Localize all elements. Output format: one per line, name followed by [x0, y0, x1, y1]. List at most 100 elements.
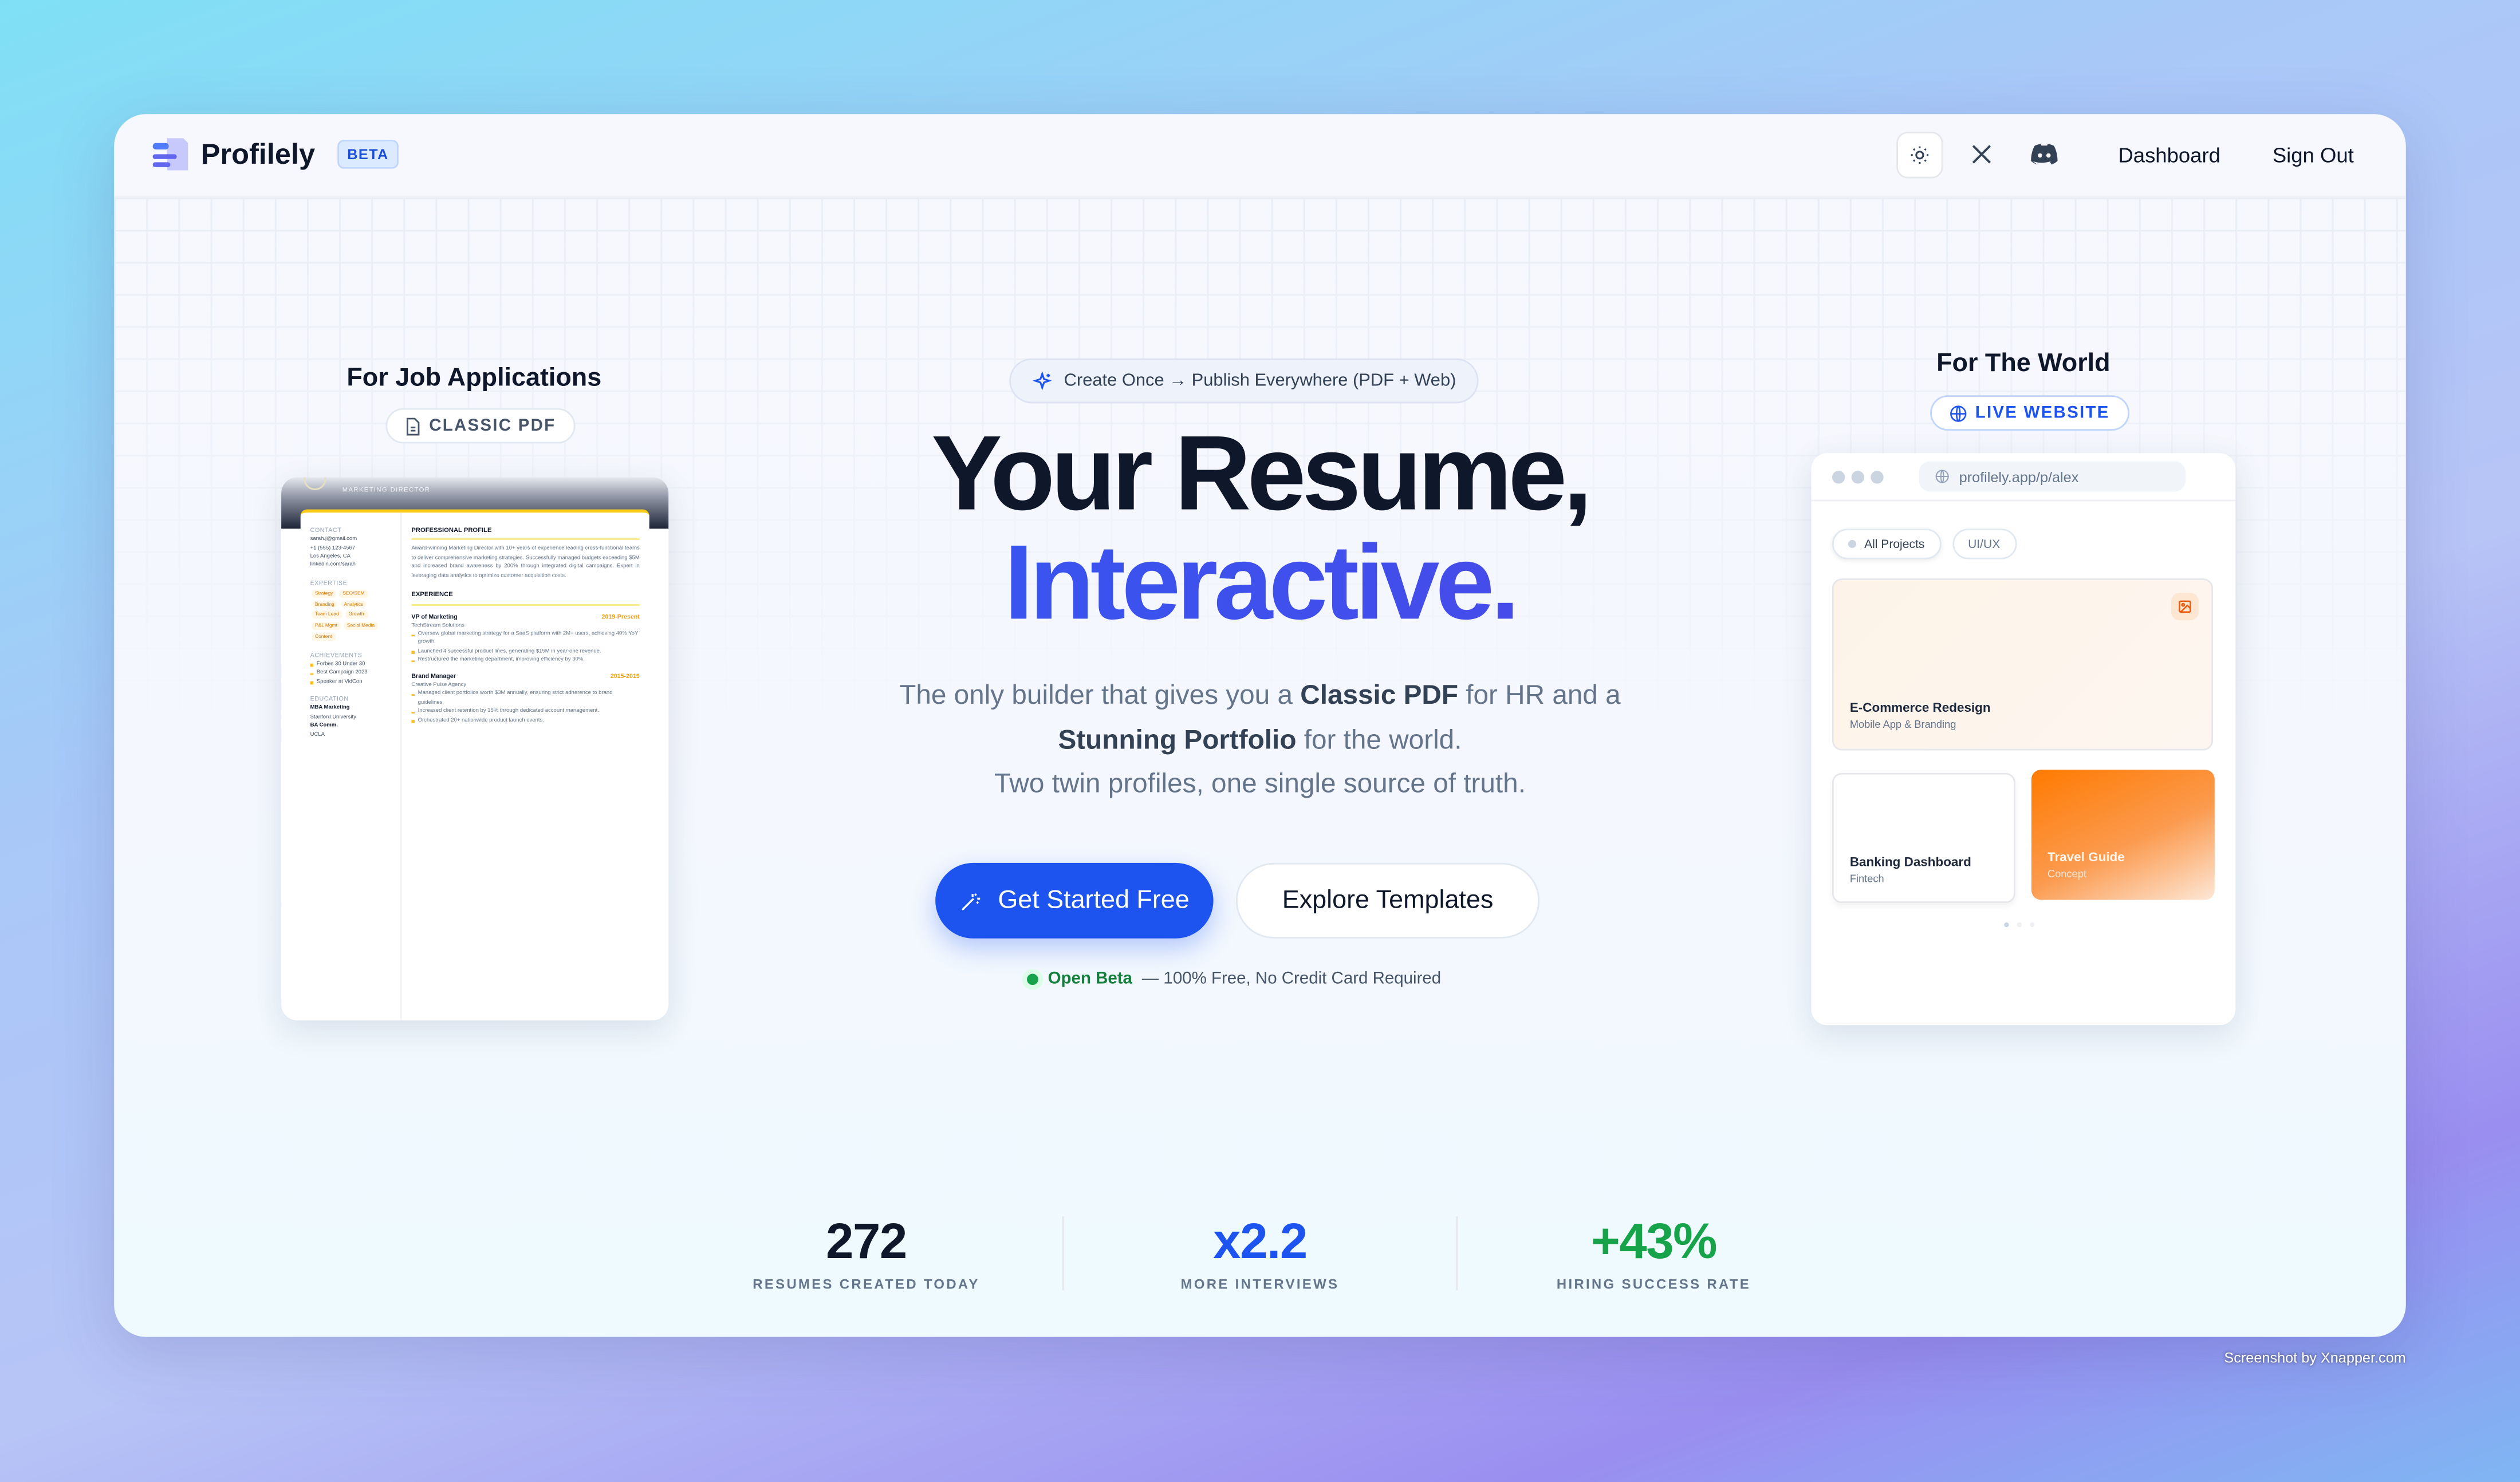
tagline-pill: Create Once → Publish Everywhere (PDF + …: [1009, 358, 1479, 404]
magic-wand-icon: [961, 892, 980, 910]
job-dates: 2019-Present: [601, 612, 639, 621]
experience-heading: EXPERIENCE: [411, 590, 640, 605]
for-the-world-title: For The World: [1936, 350, 2110, 378]
stat-value: x2.2: [1213, 1213, 1308, 1270]
contact-location: Los Angeles, CA: [310, 553, 351, 559]
skill-tag: Growth: [345, 611, 368, 620]
classic-pdf-label: CLASSIC PDF: [429, 416, 556, 436]
hero-title-line1: Your Resume,: [931, 413, 1592, 532]
window-dot: [1851, 470, 1865, 483]
sun-icon: [1911, 146, 1929, 164]
discord-link[interactable]: [2030, 143, 2059, 174]
project-title: Banking Dashboard: [1849, 854, 1971, 870]
classic-pdf-chip: CLASSIC PDF: [385, 408, 576, 444]
get-started-label: Get Started Free: [998, 886, 1190, 914]
subtitle-emphasis: Classic PDF: [1300, 679, 1459, 711]
stat-resumes: 272 RESUMES CREATED TODAY: [706, 1213, 1027, 1292]
achievements-heading: ACHIEVEMENTS: [310, 652, 363, 659]
project-card-banking[interactable]: Banking Dashboard Fintech: [1832, 772, 2015, 904]
explore-templates-button[interactable]: Explore Templates: [1235, 862, 1540, 939]
hero-subtitle: The only builder that gives you a Classi…: [617, 673, 1903, 806]
image-icon: [2171, 593, 2199, 621]
job-header: Brand Manager 2015-2019: [411, 671, 639, 681]
education-heading: EDUCATION: [310, 696, 349, 703]
beta-badge: BETA: [337, 140, 399, 169]
status-dot-icon: [1027, 973, 1038, 984]
education-school: UCLA: [310, 730, 325, 737]
window-dot: [1871, 470, 1884, 483]
brand-name: Profilely: [200, 137, 316, 170]
live-website-label: LIVE WEBSITE: [1975, 403, 2110, 423]
filter-ui-ux[interactable]: UI/UX: [1952, 529, 2017, 559]
url-bar: profilely.app/p/alex: [1919, 461, 2186, 492]
resume-avatar: [304, 477, 326, 490]
job-company: TechStream Solutions: [411, 621, 464, 628]
tagline-text: Create Once → Publish Everywhere (PDF + …: [1064, 371, 1456, 391]
subtitle-emphasis: Stunning Portfolio: [1058, 724, 1297, 755]
project-title: E-Commerce Redesign: [1849, 700, 1991, 715]
window-dot: [1832, 470, 1845, 483]
resume-main: PROFESSIONAL PROFILE Award-winning Marke…: [402, 513, 649, 1020]
subtitle-text: Two twin profiles, one single source of …: [994, 768, 1526, 799]
skill-tag: Content: [312, 633, 336, 641]
stat-label: HIRING SUCCESS RATE: [1556, 1276, 1751, 1292]
job-company: Creative Pulse Agency: [411, 681, 467, 688]
job-bullet: Orchestrated 20+ nationwide product laun…: [411, 716, 639, 724]
top-nav: Profilely BETA Dashboard Sign Out: [114, 114, 2406, 198]
job-bullet: Oversaw global marketing strategy for a …: [411, 630, 639, 648]
achievement-item: Speaker at VidCon: [310, 678, 391, 687]
contact-email: sarah.j@gmail.com: [310, 535, 357, 542]
sparkles-icon: [1032, 370, 1052, 390]
skill-tag: Social Media: [344, 622, 378, 630]
get-started-button[interactable]: Get Started Free: [935, 862, 1214, 939]
url-text: profilely.app/p/alex: [1959, 468, 2079, 485]
achievement-item: Forbes 30 Under 30: [310, 660, 391, 669]
carousel-dots[interactable]: [2004, 922, 2035, 928]
project-card-travel[interactable]: Travel Guide Concept: [2031, 770, 2215, 900]
job-bullet: Increased client retention by 15% throug…: [411, 707, 639, 716]
brand-logo[interactable]: Profilely BETA: [152, 137, 399, 172]
filter-label: All Projects: [1864, 537, 1925, 551]
stat-divider: [1062, 1216, 1064, 1291]
skill-tag: Strategy: [312, 589, 337, 597]
filter-all-projects[interactable]: All Projects: [1832, 529, 1941, 559]
globe-icon: [1950, 405, 1967, 421]
project-info: Banking Dashboard Fintech: [1850, 855, 1971, 885]
stat-success: +43% HIRING SUCCESS RATE: [1493, 1213, 1814, 1292]
education-degree: MBA Marketing: [310, 704, 350, 711]
skill-tag: P&L Mgmt: [312, 622, 341, 630]
beta-status: Open Beta: [1048, 969, 1132, 988]
project-card-ecommerce[interactable]: E-Commerce Redesign Mobile App & Branding: [1832, 578, 2213, 751]
theme-toggle-button[interactable]: [1896, 132, 1943, 179]
project-info: Travel Guide Concept: [2048, 850, 2125, 880]
stat-label: RESUMES CREATED TODAY: [753, 1276, 980, 1292]
skill-tag: Team Lead: [312, 611, 342, 620]
contact-phone: +1 (555) 123-4567: [310, 543, 356, 551]
file-icon: [406, 417, 420, 435]
filter-dot-icon: [1848, 539, 1857, 548]
skill-tag: Branding: [312, 600, 338, 609]
subtitle-text: for HR and a: [1458, 679, 1621, 711]
globe-icon: [1935, 470, 1949, 483]
portfolio-preview[interactable]: profilely.app/p/alex All Projects UI/UX …: [1811, 453, 2236, 1026]
stat-interviews: x2.2 MORE INTERVIEWS: [1099, 1213, 1420, 1292]
document-logo-icon: [152, 138, 188, 171]
project-info: E-Commerce Redesign Mobile App & Branding: [1850, 700, 1991, 731]
contact-heading: CONTACT: [310, 527, 342, 534]
x-twitter-icon: [1972, 145, 1991, 164]
profile-heading: PROFESSIONAL PROFILE: [411, 526, 640, 541]
job-header: VP of Marketing 2019-Present: [411, 612, 639, 621]
achievement-item: Best Campaign 2023: [310, 669, 391, 677]
project-subtitle: Concept: [2047, 869, 2086, 881]
discord-icon: [2031, 144, 2058, 165]
x-twitter-link[interactable]: [1970, 143, 1993, 174]
job-title: Brand Manager: [411, 673, 456, 680]
browser-bar: profilely.app/p/alex: [1811, 453, 2236, 502]
resume-preview[interactable]: MARKETING DIRECTOR CONTACT sarah.j@gmail…: [281, 477, 669, 1020]
skill-tag: Analytics: [340, 600, 367, 609]
hero-title-line2: Interactive.: [617, 529, 1903, 634]
stat-divider: [1456, 1216, 1458, 1291]
dashboard-link[interactable]: Dashboard: [2118, 143, 2220, 167]
sign-out-link[interactable]: Sign Out: [2272, 143, 2354, 167]
